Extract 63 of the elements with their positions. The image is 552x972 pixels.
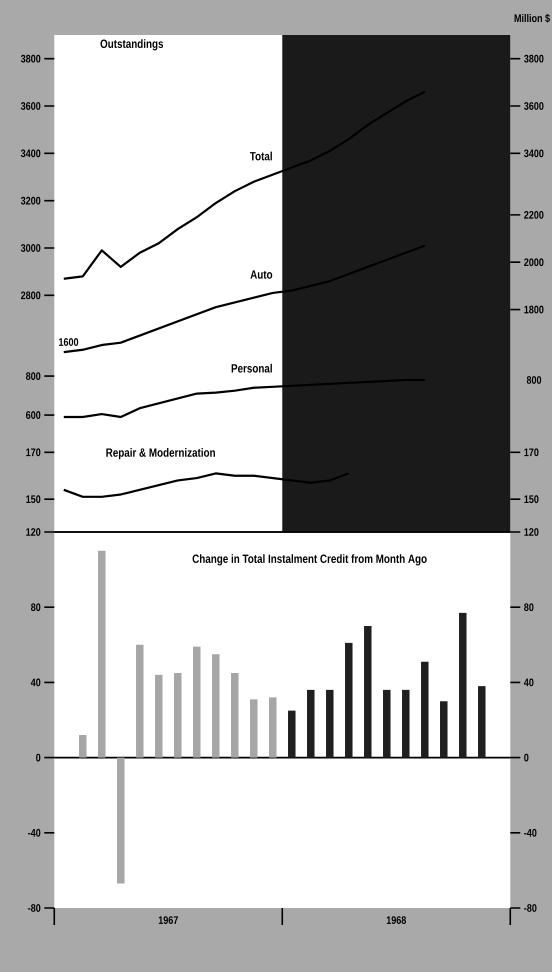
bar — [250, 699, 258, 758]
bar — [478, 686, 486, 758]
y-tick-label: -40 — [28, 828, 40, 837]
bar — [154, 674, 162, 758]
bar — [306, 690, 314, 758]
y-tick-label: 3200 — [20, 196, 40, 205]
y-tick-label: 170 — [26, 448, 40, 456]
bar — [326, 690, 334, 758]
y-tick-label: 2800 — [20, 291, 40, 300]
y2-tick-label: 1800 — [524, 306, 544, 314]
chart-title: Outstandings — [100, 39, 163, 50]
bar — [230, 672, 238, 758]
bar — [136, 644, 144, 758]
bar — [364, 626, 372, 758]
bar — [344, 642, 352, 758]
y2-axis-title: Million $ — [514, 14, 550, 23]
text: 1968 — [386, 916, 406, 924]
series-label: Repair & Modernization — [106, 448, 215, 460]
series-label: Personal — [232, 364, 272, 373]
text: Change in Total Instalment Credit from Month Ago — [192, 554, 427, 566]
bar — [78, 735, 86, 758]
y-tick-label: 3400 — [20, 149, 40, 158]
bar — [116, 758, 124, 884]
series-label: Total — [250, 152, 272, 160]
bar — [420, 662, 428, 758]
series-label: Auto — [250, 270, 272, 279]
y-tick-label: 0 — [36, 754, 40, 762]
y-tick-label: 80 — [30, 603, 40, 612]
bar — [288, 710, 296, 758]
bar — [402, 690, 410, 758]
y-tick-label: 150 — [26, 495, 40, 504]
y-tick-label: 3800 — [20, 54, 40, 63]
bar — [382, 690, 390, 758]
y-tick-label: 3600 — [20, 102, 40, 110]
text: 800 — [526, 376, 542, 384]
text: 1967 — [158, 916, 178, 924]
bar — [174, 672, 182, 758]
y2-tick-label: 2200 — [524, 210, 544, 219]
y3-tick-label: 3400 — [524, 149, 544, 158]
y2-tick-label: 2000 — [524, 258, 544, 266]
bar — [458, 612, 466, 758]
y2-tick-label: 40 — [524, 678, 534, 686]
y2-tick-label: 150 — [524, 495, 538, 504]
annotation: 1600 — [58, 338, 78, 346]
y3-tick-label: 3600 — [524, 102, 544, 110]
y-tick-label: 600 — [26, 411, 40, 419]
y-tick-label: 3000 — [20, 244, 40, 252]
bar — [192, 646, 200, 758]
y2-tick-label: 120 — [524, 528, 538, 536]
y2-tick-label: 80 — [524, 603, 534, 612]
y2-tick-label: -80 — [524, 904, 536, 912]
y-tick-label: 800 — [26, 372, 40, 380]
bar — [212, 654, 220, 758]
y-tick-label: 40 — [30, 678, 40, 686]
bar — [440, 701, 448, 758]
y2-tick-label: -40 — [524, 828, 536, 837]
bar — [268, 697, 276, 758]
y-tick-label: 120 — [26, 528, 40, 536]
y-tick-label: -80 — [28, 904, 40, 912]
y3-tick-label: 3800 — [524, 54, 544, 63]
y2-tick-label: 0 — [524, 754, 528, 762]
y2-tick-label: 170 — [524, 448, 538, 456]
bar — [98, 550, 106, 758]
